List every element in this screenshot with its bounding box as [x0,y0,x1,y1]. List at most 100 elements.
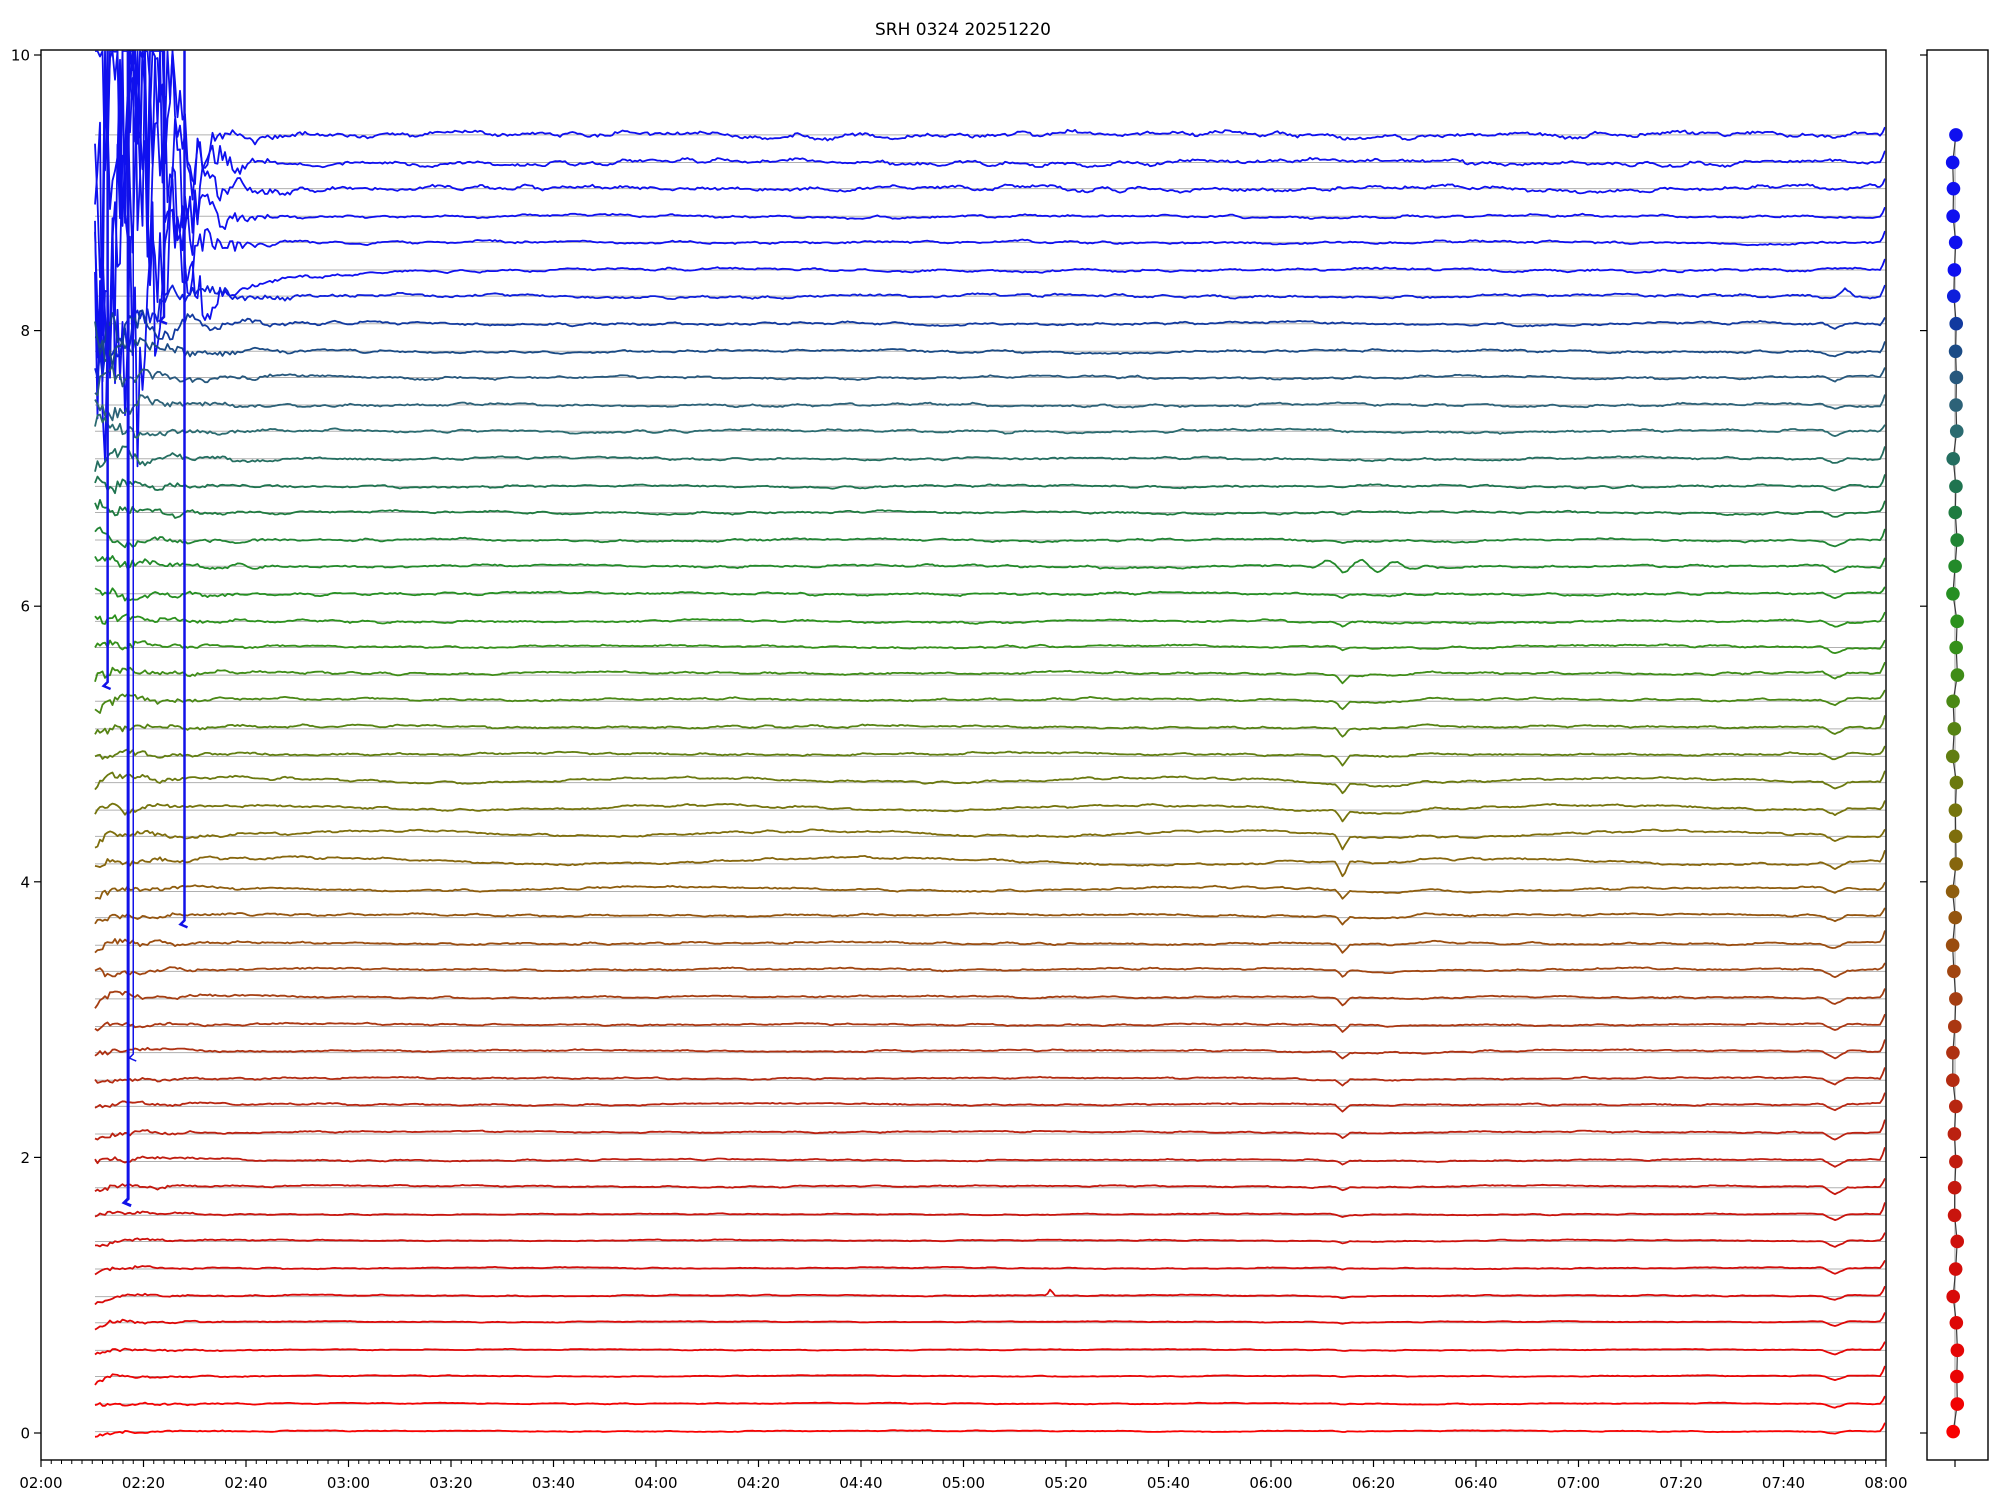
station-dot [1949,992,1963,1006]
trace-line [94,1259,1886,1276]
trace-line [94,474,1886,495]
event-spike-line [178,50,188,929]
trace-line [95,50,1886,304]
traces [94,50,1886,1438]
station-dot [1946,181,1961,196]
y-tick-label: 6 [20,598,30,616]
station-dot [1945,938,1960,952]
x-tick-label: 05:20 [1044,1474,1087,1492]
station-dot [1947,1180,1962,1195]
x-tick-label: 03:20 [429,1474,472,1492]
station-dot [1949,1315,1964,1330]
station-dot [1947,1208,1962,1223]
station-dot [1950,614,1964,629]
trace-line [94,284,1886,379]
station-dot [1950,1369,1964,1384]
trace-line [94,1365,1886,1386]
station-dot [1950,1234,1965,1249]
y-tick-label: 0 [20,1425,30,1443]
station-dot [1947,1019,1962,1034]
trace-line [94,850,1886,878]
x-tick-label: 07:20 [1659,1474,1702,1492]
x-tick-label: 06:40 [1454,1474,1497,1492]
chart-title: SRH 0324 20251220 [875,20,1051,40]
trace-line [94,907,1886,926]
station-dot [1945,155,1960,170]
station-dot [1947,1127,1962,1141]
trace-line [94,1395,1886,1409]
y-tick-label: 10 [11,47,30,65]
station-dot [1949,479,1963,494]
trace-line [94,1147,1886,1168]
event-spike-line [157,50,168,325]
station-dot [1948,829,1963,844]
x-tick-label: 02:40 [224,1474,267,1492]
trace-line [94,715,1886,738]
station-dot [1949,398,1963,412]
station-dot [1945,884,1960,899]
trace-line [94,1312,1886,1331]
event-spikes [101,50,188,1208]
station-dot [1947,263,1962,277]
trace-line [94,881,1886,900]
station-dot [1950,1397,1965,1411]
trace-line [94,364,1886,397]
trace-line [94,1092,1886,1113]
trace-line [94,445,1886,472]
trace-line [94,50,1886,420]
trace-line [94,394,1886,422]
station-dot [1946,209,1960,224]
y-tick-label: 2 [20,1149,30,1167]
station-dot [1948,235,1963,250]
x-tick-label: 07:00 [1557,1474,1600,1492]
station-dot [1948,1262,1963,1276]
trace-line [94,586,1886,602]
trace-line [94,50,1886,383]
station-dot [1949,857,1963,871]
x-tick-label: 04:20 [737,1474,780,1492]
x-tick-label: 04:00 [634,1474,677,1492]
station-dot [1948,803,1963,817]
trace-line [94,526,1886,549]
trace-line [94,1202,1886,1221]
trace-baselines [95,134,1886,1433]
station-dot [1946,1289,1960,1304]
station-panel [1920,49,1989,1467]
x-tick-label: 02:00 [19,1474,62,1492]
station-dot [1946,694,1960,709]
station-dot [1946,586,1960,601]
x-tick-label: 03:00 [327,1474,370,1492]
trace-line [94,50,1886,462]
trace-line [94,930,1886,954]
trace-line [94,689,1886,714]
trace-line [94,745,1886,767]
trace-line [94,498,1886,519]
station-dot [1948,910,1963,925]
y-tick-label: 4 [20,873,30,891]
station-dot [1950,533,1964,547]
trace-line [95,1232,1886,1248]
trace-line [94,1119,1886,1141]
x-tick-label: 08:00 [1864,1474,1907,1492]
station-dot [1949,128,1963,142]
x-tick-label: 07:40 [1762,1474,1805,1492]
station-dot [1946,1045,1960,1060]
trace-line [94,611,1886,628]
trace-line [94,1177,1886,1196]
x-tick-label: 02:20 [122,1474,165,1492]
trace-line [94,800,1886,823]
event-spike-line [121,50,132,1208]
station-dot [1950,668,1965,682]
station-dot [1946,1073,1960,1088]
station-dot [1948,559,1962,574]
trace-line [94,321,1886,369]
station-dot [1948,344,1963,359]
x-tick-label: 06:20 [1352,1474,1395,1492]
trace-line [94,1422,1886,1438]
y-tick-label: 8 [20,322,30,340]
station-dot [1949,316,1964,331]
trace-line [94,1067,1886,1087]
trace-line [94,639,1886,654]
